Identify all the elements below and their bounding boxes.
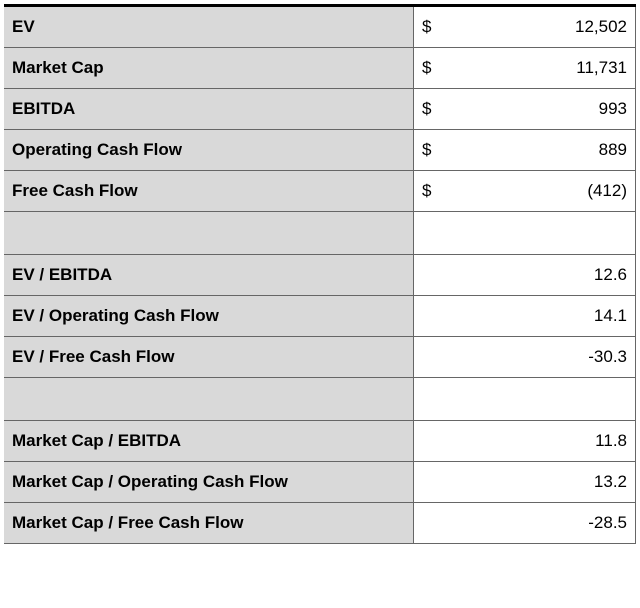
- row-value: -28.5: [414, 503, 636, 544]
- table-row-empty: [4, 378, 636, 421]
- amount: (412): [422, 181, 627, 201]
- row-label: Operating Cash Flow: [4, 130, 414, 171]
- table-row: EV / EBITDA 12.6: [4, 255, 636, 296]
- table-row: Market Cap / Free Cash Flow -28.5: [4, 503, 636, 544]
- row-value: 13.2: [414, 462, 636, 503]
- row-label: EV / Free Cash Flow: [4, 337, 414, 378]
- row-value: $ 12,502: [414, 7, 636, 48]
- currency-symbol: $: [422, 17, 431, 37]
- row-value: [414, 212, 636, 255]
- row-value: $ (412): [414, 171, 636, 212]
- row-value: -30.3: [414, 337, 636, 378]
- amount: 13.2: [422, 472, 627, 492]
- table-row: Market Cap $ 11,731: [4, 48, 636, 89]
- currency-symbol: $: [422, 181, 431, 201]
- amount: 14.1: [422, 306, 627, 326]
- amount: 12,502: [422, 17, 627, 37]
- row-label: Market Cap: [4, 48, 414, 89]
- table-row: EBITDA $ 993: [4, 89, 636, 130]
- table-row: Free Cash Flow $ (412): [4, 171, 636, 212]
- amount: 889: [422, 140, 627, 160]
- row-label: Market Cap / Operating Cash Flow: [4, 462, 414, 503]
- valuation-table: EV $ 12,502 Market Cap $ 11,731 EBITDA $…: [4, 4, 636, 544]
- row-label: Free Cash Flow: [4, 171, 414, 212]
- row-value: $ 993: [414, 89, 636, 130]
- row-label: EV / EBITDA: [4, 255, 414, 296]
- table-row: EV / Free Cash Flow -30.3: [4, 337, 636, 378]
- row-label: EV: [4, 7, 414, 48]
- table-row: Operating Cash Flow $ 889: [4, 130, 636, 171]
- table-row: Market Cap / Operating Cash Flow 13.2: [4, 462, 636, 503]
- row-label: EBITDA: [4, 89, 414, 130]
- currency-symbol: $: [422, 58, 431, 78]
- row-value: $ 889: [414, 130, 636, 171]
- amount: 12.6: [422, 265, 627, 285]
- table-row: EV $ 12,502: [4, 7, 636, 48]
- currency-symbol: $: [422, 99, 431, 119]
- amount: -30.3: [422, 347, 627, 367]
- row-label: [4, 378, 414, 421]
- row-label: Market Cap / Free Cash Flow: [4, 503, 414, 544]
- row-value: 14.1: [414, 296, 636, 337]
- row-value: 12.6: [414, 255, 636, 296]
- amount: 11.8: [422, 431, 627, 451]
- table-row: Market Cap / EBITDA 11.8: [4, 421, 636, 462]
- row-value: [414, 378, 636, 421]
- amount: -28.5: [422, 513, 627, 533]
- row-label: EV / Operating Cash Flow: [4, 296, 414, 337]
- table-row: EV / Operating Cash Flow 14.1: [4, 296, 636, 337]
- amount: 11,731: [422, 58, 627, 78]
- table-row-empty: [4, 212, 636, 255]
- row-label: [4, 212, 414, 255]
- row-value: $ 11,731: [414, 48, 636, 89]
- currency-symbol: $: [422, 140, 431, 160]
- row-label: Market Cap / EBITDA: [4, 421, 414, 462]
- row-value: 11.8: [414, 421, 636, 462]
- amount: 993: [422, 99, 627, 119]
